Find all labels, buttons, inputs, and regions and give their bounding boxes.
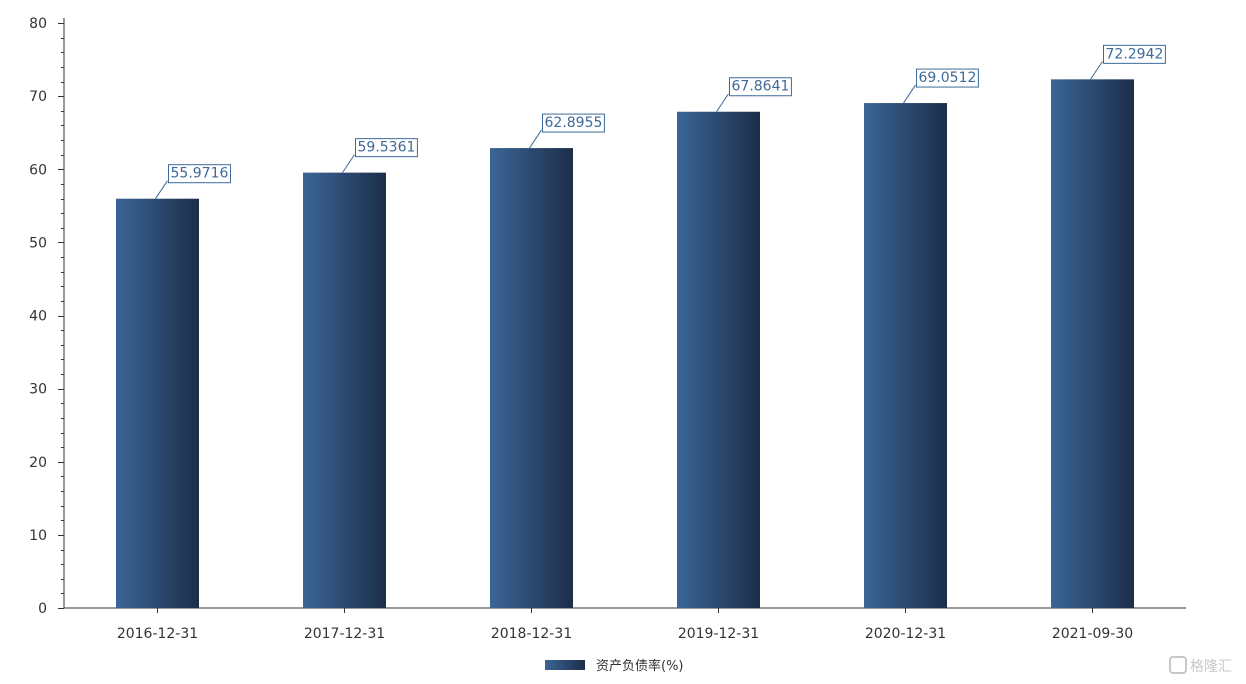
- x-tick-label: 2019-12-31: [678, 626, 759, 642]
- x-tick-labels: 2016-12-31 2017-12-31 2018-12-31 2019-12-31…: [117, 626, 1133, 642]
- bar[interactable]: [116, 198, 199, 608]
- axes: [58, 18, 1186, 613]
- watermark: 格隆汇: [1169, 656, 1232, 675]
- data-label-leader: [1090, 61, 1103, 80]
- data-label-leader: [903, 84, 916, 104]
- x-tick-label: 2016-12-31: [117, 626, 198, 642]
- data-label-box: [729, 77, 792, 97]
- data-label: 59.5361: [342, 138, 418, 173]
- data-label-box: [1103, 44, 1166, 64]
- data-label-box: [355, 138, 418, 158]
- data-label: 67.8641: [716, 77, 792, 113]
- data-label-leader: [529, 129, 542, 149]
- data-label-text: 72.2942: [1106, 46, 1164, 62]
- data-label-text: 67.8641: [732, 79, 790, 95]
- x-tick-label: 2021-09-30: [1052, 626, 1133, 642]
- y-tick-label: 10: [29, 528, 47, 544]
- data-label-leader: [716, 93, 729, 113]
- x-tick-label: 2020-12-31: [865, 626, 946, 642]
- bars: [116, 79, 1134, 609]
- y-tick-label: 70: [29, 89, 47, 105]
- y-tick-label: 60: [29, 162, 47, 178]
- data-label: 55.9716: [155, 164, 231, 199]
- y-tick-label: 50: [29, 235, 47, 251]
- bar[interactable]: [303, 172, 386, 608]
- legend[interactable]: 资产负债率(%): [545, 658, 684, 674]
- bar[interactable]: [677, 111, 760, 608]
- bar[interactable]: [490, 148, 573, 608]
- data-label: 62.8955: [529, 113, 605, 149]
- y-tick-labels: 0 10 20 30 40 50 60 70 80: [29, 16, 47, 617]
- data-label: 69.0512: [903, 68, 979, 104]
- y-tick-label: 40: [29, 309, 47, 325]
- legend-swatch: [545, 660, 585, 670]
- data-label-leader: [155, 180, 168, 199]
- y-tick-label: 30: [29, 382, 47, 398]
- data-label: 72.2942: [1090, 44, 1166, 80]
- y-tick-label: 80: [29, 16, 47, 32]
- watermark-text: 格隆汇: [1190, 659, 1232, 675]
- data-label-leader: [342, 154, 355, 173]
- data-label-text: 59.5361: [358, 140, 416, 156]
- data-label-text: 69.0512: [919, 70, 977, 86]
- legend-label: 资产负债率(%): [596, 658, 684, 674]
- data-label-box: [916, 68, 979, 88]
- data-label-text: 62.8955: [545, 115, 603, 131]
- data-labels: 55.9716 59.5361 62.8955 67.8641 69.0512 72.29…: [155, 44, 1166, 199]
- x-tick-label: 2017-12-31: [304, 626, 385, 642]
- y-tick-label: 0: [38, 601, 47, 617]
- bar[interactable]: [864, 103, 947, 608]
- data-label-box: [542, 113, 605, 133]
- watermark-logo-icon: [1169, 656, 1187, 674]
- y-tick-label: 20: [29, 455, 47, 471]
- x-tick-label: 2018-12-31: [491, 626, 572, 642]
- bar[interactable]: [1051, 79, 1134, 609]
- data-label-box: [168, 164, 231, 184]
- data-label-text: 55.9716: [171, 166, 229, 182]
